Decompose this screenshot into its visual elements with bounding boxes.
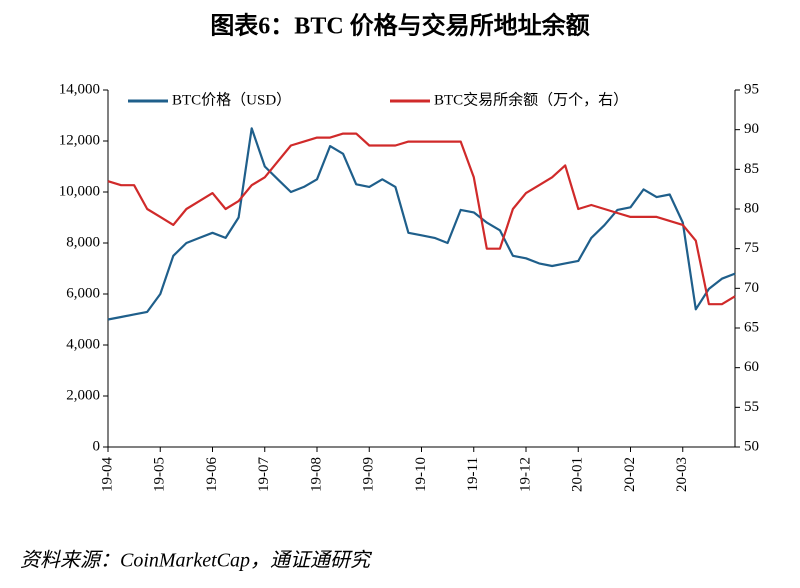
y2-tick-label: 80 — [744, 200, 759, 216]
y-tick-label: 4,000 — [66, 336, 100, 352]
y-tick-label: 6,000 — [66, 285, 100, 301]
y2-tick-label: 65 — [744, 319, 759, 335]
y2-tick-label: 85 — [744, 161, 759, 177]
x-tick-label: 19-09 — [361, 457, 377, 492]
y-tick-label: 2,000 — [66, 387, 100, 403]
legend-label: BTC价格（USD） — [172, 91, 291, 108]
y2-tick-label: 70 — [744, 280, 759, 296]
y-tick-label: 12,000 — [59, 132, 100, 148]
x-tick-label: 20-03 — [674, 457, 690, 492]
x-tick-label: 19-05 — [152, 457, 168, 492]
data-line — [107, 127, 736, 321]
x-tick-label: 19-10 — [413, 457, 429, 492]
x-tick-label: 19-04 — [99, 457, 115, 492]
chart-title: 图表6：BTC 价格与交易所地址余额 — [210, 12, 589, 40]
y2-tick-label: 60 — [744, 359, 759, 375]
y2-tick-label: 55 — [744, 399, 759, 415]
y2-tick-label: 50 — [744, 438, 759, 454]
data-line — [107, 132, 736, 306]
x-tick-label: 20-01 — [570, 457, 586, 492]
y-tick-label: 14,000 — [59, 81, 100, 97]
y2-tick-label: 75 — [744, 240, 759, 256]
x-tick-label: 20-02 — [622, 457, 638, 492]
y-tick-label: 0 — [93, 438, 101, 454]
x-tick-label: 19-06 — [204, 457, 220, 492]
y2-tick-label: 90 — [744, 121, 759, 137]
x-tick-label: 19-08 — [308, 457, 324, 492]
legend-label: BTC交易所余额（万个，右） — [434, 90, 628, 108]
x-tick-label: 19-11 — [465, 457, 481, 491]
source-note: 资料来源：CoinMarketCap，通证通研究 — [20, 550, 373, 572]
x-tick-label: 19-12 — [517, 457, 533, 492]
y2-tick-label: 95 — [744, 81, 759, 97]
y-tick-label: 8,000 — [66, 234, 100, 250]
y-tick-label: 10,000 — [59, 183, 100, 199]
x-tick-label: 19-07 — [256, 457, 272, 492]
